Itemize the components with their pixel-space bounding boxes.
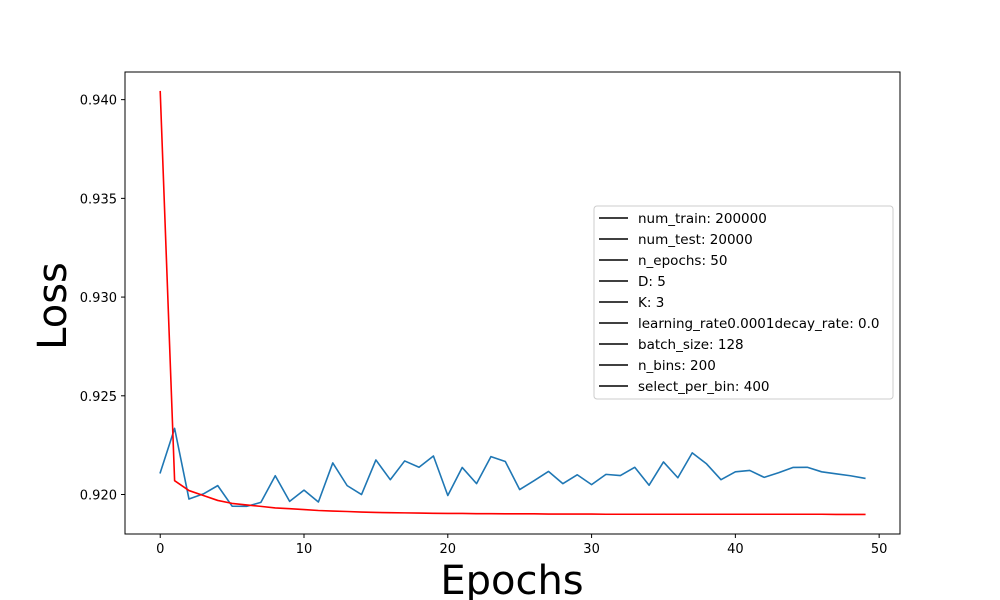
- y-axis-title: Loss: [30, 262, 76, 350]
- legend-entry-label: batch_size: 128: [638, 337, 744, 353]
- y-axis-ticks: 0.920 0.925 0.930 0.935 0.940: [80, 94, 125, 504]
- series-line-2: [159, 90, 866, 516]
- x-tick-label: 10: [296, 542, 313, 557]
- legend-entry-label: select_per_bin: 400: [638, 379, 770, 395]
- series-layer: [159, 90, 866, 516]
- x-axis-title: Epochs: [440, 558, 583, 600]
- x-tick-label: 20: [440, 542, 457, 557]
- y-tick-label: 0.940: [80, 94, 117, 109]
- x-tick-label: 50: [871, 542, 888, 557]
- legend-box: [593, 205, 894, 400]
- plot-frame: [124, 71, 901, 535]
- x-tick-label: 0: [156, 542, 164, 557]
- series-line-1: [159, 427, 866, 508]
- legend-entry-label: K: 3: [638, 295, 664, 311]
- x-tick-label: 30: [583, 542, 600, 557]
- legend-entry-label: n_epochs: 50: [638, 253, 727, 269]
- legend-entry-label: num_train: 200000: [638, 211, 767, 227]
- legend: num_train: 200000 num_test: 20000 n_epochs…: [593, 205, 894, 400]
- x-axis-ticks: 0 10 20 30 40 50: [156, 534, 887, 557]
- y-tick-label: 0.935: [80, 192, 117, 207]
- legend-entry-label: learning_rate0.0001decay_rate: 0.0: [638, 316, 880, 332]
- y-tick-label: 0.930: [80, 291, 117, 306]
- y-tick-label: 0.925: [80, 390, 117, 405]
- legend-entry-label: D: 5: [638, 274, 666, 290]
- y-tick-label: 0.920: [80, 489, 117, 504]
- legend-entry-label: n_bins: 200: [638, 358, 716, 374]
- legend-entry-label: num_test: 20000: [638, 232, 753, 248]
- x-tick-label: 40: [727, 542, 744, 557]
